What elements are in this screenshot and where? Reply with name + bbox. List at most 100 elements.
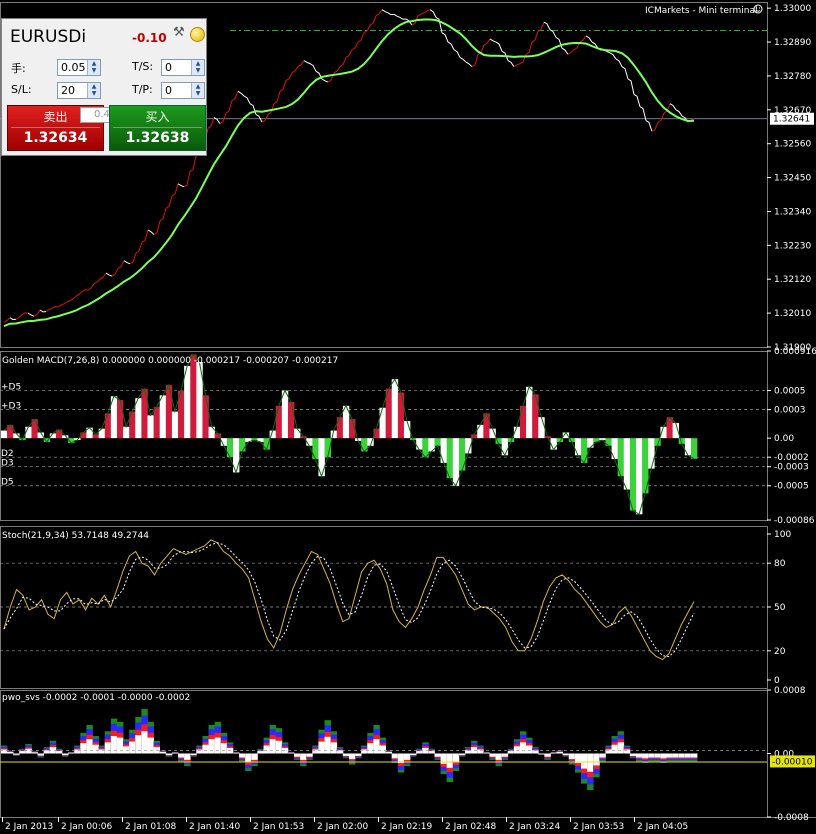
stepper-arrows-icon[interactable]: ▲ ▼ <box>87 83 100 98</box>
pwo-bar <box>367 743 374 754</box>
price-segment <box>63 300 71 305</box>
price-segment <box>219 112 227 125</box>
price-segment <box>105 272 113 277</box>
stop-loss-label: S/L: <box>11 83 32 96</box>
sun-icon[interactable] <box>190 27 205 42</box>
macd-bar <box>642 438 649 494</box>
macd-bar <box>269 430 277 439</box>
price-segment <box>321 78 329 83</box>
price-segment <box>567 49 575 55</box>
macd-bar <box>43 438 51 442</box>
time-tick-label: 2 Jan 02:00 <box>317 822 369 832</box>
lots-value: 0.05 <box>61 61 86 74</box>
price-segment <box>15 314 23 320</box>
panel-frame <box>0 351 768 521</box>
tools-icon[interactable]: ⚒ <box>173 25 185 40</box>
price-tick-label: 1.33000 <box>774 4 811 14</box>
stepper-arrows-icon[interactable]: ▲ ▼ <box>87 60 100 75</box>
pwo-bar <box>98 749 106 754</box>
pwo-tick-label: 0.00 <box>774 750 794 760</box>
lots-stepper[interactable]: 0.05 ▲ ▼ <box>57 59 101 76</box>
pwo-bar <box>281 747 289 754</box>
price-segment <box>669 103 677 111</box>
macd-bar <box>391 379 399 439</box>
macd-bar <box>196 362 203 439</box>
macd-bar <box>349 419 356 439</box>
price-tick-label: 1.32230 <box>774 241 811 251</box>
macd-bar <box>440 438 447 463</box>
pwo-bar <box>104 742 112 754</box>
macd-bar <box>123 426 130 439</box>
pwo-bar <box>0 749 8 754</box>
pwo-bar <box>568 753 576 760</box>
pwo-bar <box>62 753 69 756</box>
lots-label: 手: <box>11 62 26 75</box>
macd-bar <box>562 432 570 439</box>
macd-bar <box>62 435 69 439</box>
pwo-bar <box>141 731 148 754</box>
macd-bar <box>281 390 289 439</box>
stop-loss-stepper[interactable]: 20 ▲ ▼ <box>57 82 101 99</box>
pwo-bar <box>391 753 399 759</box>
pwo-bar <box>159 751 167 754</box>
moving-average-line <box>3 18 695 327</box>
mini-terminal-panel[interactable]: EURUSDi -0.10 ⚒ 手: 0.05 ▲ ▼ T/S: 0 ▲ ▼ S/L… <box>1 18 207 156</box>
price-segment <box>189 155 197 172</box>
macd-bar <box>306 438 313 446</box>
macd-bar <box>477 424 484 439</box>
take-profit-stepper[interactable]: 0 ▲ ▼ <box>161 82 205 99</box>
sell-price: 1.32634 <box>23 130 88 146</box>
macd-bar <box>581 438 588 463</box>
pwo-bar <box>483 752 490 754</box>
price-segment <box>231 91 239 101</box>
price-segment <box>117 260 125 269</box>
macd-bar <box>635 438 643 515</box>
price-panel[interactable] <box>0 9 767 327</box>
pwo-bar <box>86 739 93 754</box>
price-segment <box>129 252 137 265</box>
stoch-axis: 100 80 50 20 0 <box>767 530 791 686</box>
stepper-arrows-icon[interactable]: ▲ ▼ <box>191 60 204 75</box>
price-segment <box>333 66 341 74</box>
pwo-bar <box>477 749 484 754</box>
price-segment <box>537 21 545 32</box>
price-segment <box>615 58 623 67</box>
pwo-bar <box>239 753 246 758</box>
macd-level-label: +D5 <box>1 383 21 393</box>
macd-bar <box>507 438 515 442</box>
stepper-arrows-icon[interactable]: ▲ ▼ <box>191 83 204 98</box>
macd-level-label: +D3 <box>1 402 21 412</box>
pwo-bar <box>635 753 643 758</box>
macd-bar <box>294 428 301 439</box>
macd-bar <box>397 392 405 439</box>
pwo-bar <box>306 753 313 757</box>
macd-bar <box>605 438 612 446</box>
pwo-panel[interactable] <box>0 709 767 791</box>
pwo-bar <box>403 753 411 760</box>
price-segment <box>369 15 377 26</box>
pwo-bar <box>355 753 362 756</box>
macd-bar <box>568 438 576 442</box>
price-segment <box>417 12 425 17</box>
price-segment <box>501 50 509 61</box>
pwo-bar <box>397 753 405 764</box>
pwo-bar <box>68 752 75 754</box>
pwo-bar <box>385 751 393 754</box>
pwo-bar <box>287 752 295 754</box>
price-segment <box>243 95 251 104</box>
stoch-panel[interactable] <box>0 539 767 661</box>
macd-bar <box>483 413 490 439</box>
pwo-bar <box>672 753 680 758</box>
smiley-icon[interactable] <box>753 4 763 14</box>
buy-button[interactable]: 买入 1.32638 <box>109 105 206 151</box>
pwo-bar <box>666 753 673 758</box>
pwo-bar <box>556 751 564 754</box>
trailing-stop-stepper[interactable]: 0 ▲ ▼ <box>161 59 205 76</box>
pwo-bar <box>379 745 386 754</box>
pwo-bar <box>373 739 380 754</box>
price-tick-label: 1.32890 <box>774 38 811 48</box>
price-tick-label: 1.32120 <box>774 275 811 285</box>
time-axis: 2 Jan 2013 2 Jan 00:06 2 Jan 01:08 2 Jan 01… <box>2 817 688 832</box>
